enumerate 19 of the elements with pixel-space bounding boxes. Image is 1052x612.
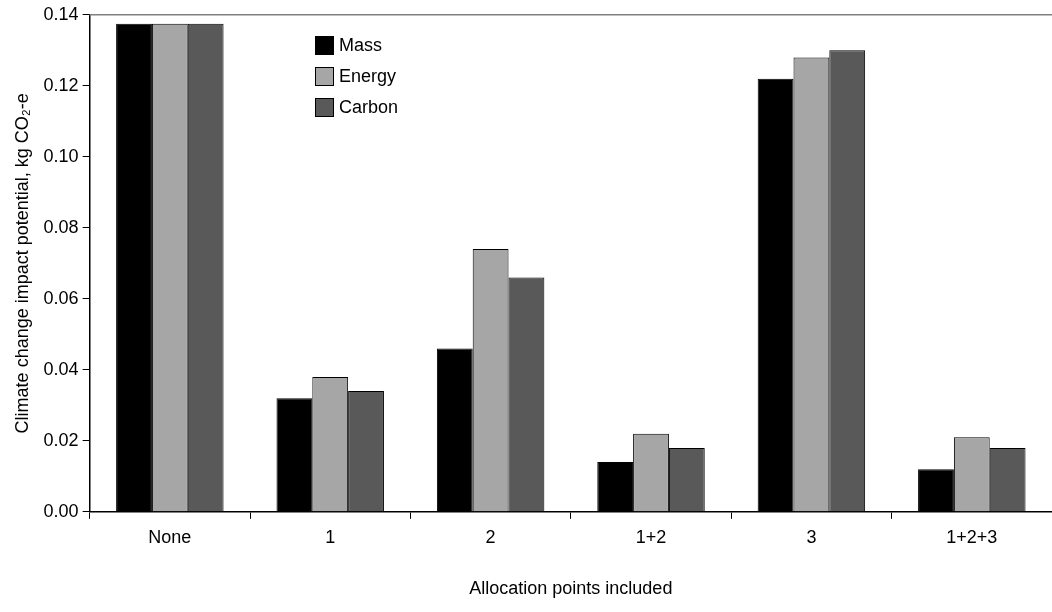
y-tick-label: 0.02 <box>43 429 79 450</box>
y-axis-title: Climate change impact potential, kg CO₂-e <box>11 93 32 434</box>
x-tick-label: 1+2+3 <box>946 526 998 547</box>
legend-label: Carbon <box>339 97 399 118</box>
x-axis-title: Allocation points included <box>469 578 673 599</box>
x-tick-label: None <box>148 526 192 547</box>
y-tick-label: 0.12 <box>43 74 79 95</box>
x-tick-label: 1+2 <box>635 526 667 547</box>
y-tick-label: 0.14 <box>43 3 79 24</box>
legend-label: Mass <box>339 35 383 56</box>
y-tick-label: 0.06 <box>43 287 79 308</box>
y-tick-label: 0.08 <box>43 216 79 237</box>
x-tick-label: 1 <box>325 526 336 547</box>
y-tick-label: 0.10 <box>43 145 79 166</box>
y-tick-label: 0.00 <box>43 500 79 521</box>
y-tick-label: 0.04 <box>43 358 79 379</box>
x-tick-label: 3 <box>806 526 817 547</box>
legend-label: Energy <box>339 66 397 87</box>
x-tick-label: 2 <box>485 526 496 547</box>
